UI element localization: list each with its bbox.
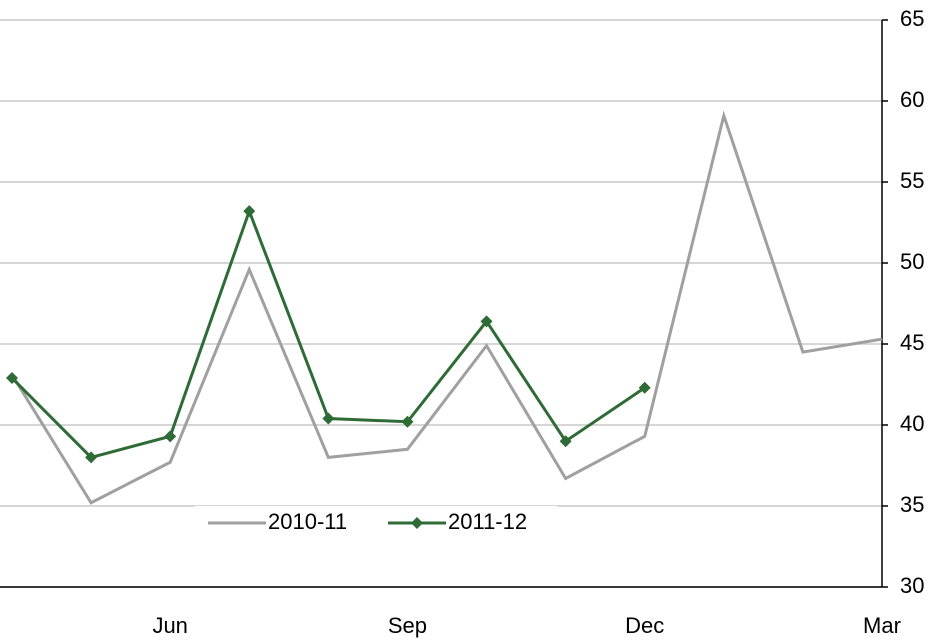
series-line [10, 110, 883, 505]
legend-marker [411, 517, 423, 529]
y-tick-label: 40 [900, 411, 924, 436]
legend-label: 2011-12 [448, 509, 527, 534]
y-tick-label: 30 [900, 573, 924, 598]
y-tick-label: 65 [900, 6, 924, 31]
x-tick-label: Mar [863, 613, 901, 638]
y-tick-label: 55 [900, 168, 924, 193]
point-marker [164, 430, 177, 443]
legend-label: 2010-11 [268, 509, 347, 534]
y-tick-label: 50 [900, 249, 924, 274]
x-tick-label: Sep [388, 613, 427, 638]
x-tick-label: Jun [152, 613, 187, 638]
point-marker [480, 315, 493, 328]
point-marker [243, 205, 256, 218]
point-marker [85, 451, 98, 464]
y-tick-label: 35 [900, 492, 924, 517]
point-marker [401, 415, 414, 428]
y-tick-label: 60 [900, 87, 924, 112]
point-marker [559, 435, 572, 448]
point-marker [6, 372, 18, 385]
point-marker [638, 381, 651, 394]
point-marker [322, 412, 335, 425]
x-tick-label: Dec [625, 613, 664, 638]
y-tick-label: 45 [900, 330, 924, 355]
